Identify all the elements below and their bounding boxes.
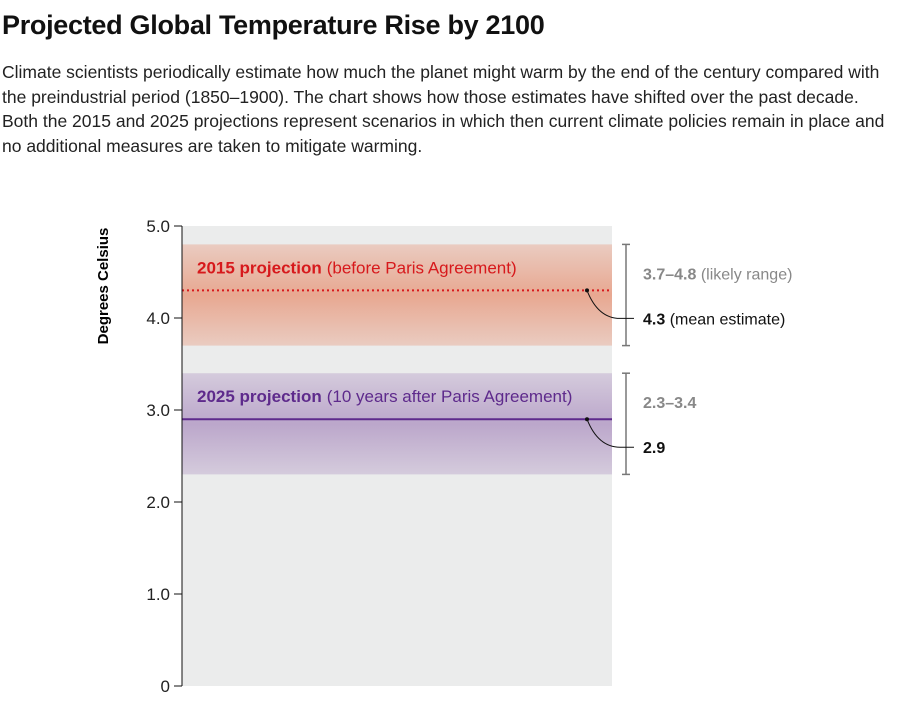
- range-label: 2.3–3.4: [643, 395, 696, 412]
- mean-label: 4.3 (mean estimate): [643, 311, 785, 328]
- y-tick-label: 3.0: [146, 401, 170, 420]
- series-label: 2025 projection (10 years after Paris Agr…: [197, 387, 572, 406]
- likely-range-band: [182, 244, 612, 346]
- range-label: 3.7–4.8 (likely range): [643, 266, 792, 283]
- y-axis-label: Degrees Celsius: [95, 228, 112, 345]
- mean-leader-line: [586, 290, 634, 319]
- series-label: 2015 projection (before Paris Agreement): [197, 258, 517, 277]
- y-tick-label: 0: [161, 677, 170, 696]
- mean-label: 2.9: [643, 440, 665, 457]
- chart-subtitle: Climate scientists periodically estimate…: [2, 62, 885, 156]
- y-tick-label: 5.0: [146, 217, 170, 236]
- y-tick-label: 2.0: [146, 493, 170, 512]
- y-tick-label: 1.0: [146, 585, 170, 604]
- y-tick-label: 4.0: [146, 309, 170, 328]
- chart-title: Projected Global Temperature Rise by 210…: [2, 10, 545, 40]
- likely-range-band: [182, 373, 612, 475]
- mean-leader-line: [586, 419, 634, 448]
